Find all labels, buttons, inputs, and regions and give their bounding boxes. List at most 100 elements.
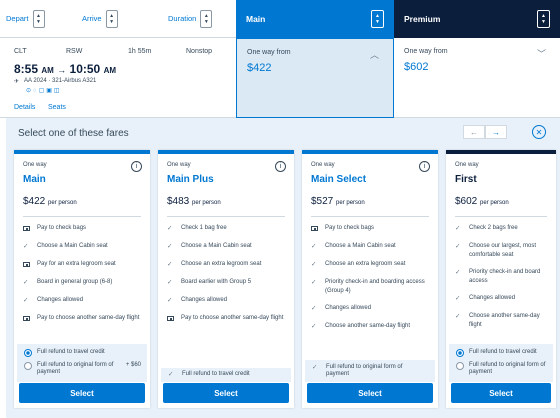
main-fare-box[interactable]: One way from $422 ︿ (236, 38, 394, 118)
main-fare-label: One way from (247, 49, 291, 56)
refund-option-credit[interactable]: Full refund to travel credit (24, 349, 105, 357)
flight-summary: CLT RSW 1h 55m Nonstop (0, 38, 236, 118)
flight-times: 8:55 AM → 10:50 AM (14, 62, 116, 76)
sort-duration[interactable]: Duration ▲ ▼ (168, 9, 213, 28)
refund-note: ✓ Full refund to travel credit (168, 371, 250, 378)
card-oneway: One way (311, 162, 335, 168)
feature-item: Pay to check bags (23, 224, 144, 233)
radio-selected-icon[interactable] (24, 349, 32, 357)
bag-box-icon (311, 226, 318, 231)
feature-item: ✓ Choose an extra legroom seat (311, 261, 406, 268)
card-name: Main Plus (167, 174, 214, 185)
check-icon: ✓ (311, 305, 317, 312)
cabin-header-main[interactable]: Main ▲ ▼ (236, 0, 394, 38)
premium-fare-box[interactable]: One way from $602 ﹀ (394, 38, 560, 118)
depart-time: 8:55 (14, 62, 39, 76)
refund-options: Full refund to travel credit Full refund… (17, 344, 147, 382)
check-icon: ✓ (311, 323, 317, 330)
fare-card-main: One way i Main $422 per person Pay to ch… (14, 150, 150, 408)
check-icon: ✓ (311, 261, 317, 268)
cabin-header-premium[interactable]: Premium ▲ ▼ (394, 0, 560, 38)
sort-depart-label: Depart (6, 14, 29, 23)
info-icon[interactable]: i (419, 161, 430, 172)
sort-arrive-label: Arrive (82, 14, 102, 23)
flight-stops: Nonstop (186, 48, 213, 55)
main-fare-price: $422 (247, 62, 272, 74)
refund-options: Full refund to travel credit Full refund… (449, 344, 553, 382)
sort-arrows-icon[interactable]: ▲ ▼ (200, 9, 213, 28)
radio-icon[interactable] (24, 362, 32, 370)
info-icon[interactable]: i (131, 161, 142, 172)
arrow-right-icon: → (57, 65, 67, 75)
chevron-up-icon[interactable]: ︿ (369, 50, 379, 60)
divider (23, 216, 141, 217)
chevron-down-icon[interactable]: ﹀ (536, 49, 546, 59)
cabin-premium-label: Premium (404, 14, 441, 24)
check-icon: ✓ (312, 364, 318, 371)
select-button[interactable]: Select (163, 383, 289, 403)
origin-code: CLT (14, 48, 27, 55)
sort-arrows-icon[interactable]: ▲ ▼ (537, 10, 550, 28)
refund-option-credit[interactable]: Full refund to travel credit (456, 349, 537, 357)
divider (455, 216, 547, 217)
check-icon: ✓ (23, 297, 29, 304)
flight-info: AA 2024 · 321-Airbus A321 (24, 78, 97, 84)
fare-card-main-select: One way i Main Select $527 per person Pa… (302, 150, 438, 408)
sort-arrive[interactable]: Arrive ▲ ▼ (82, 9, 158, 28)
prev-arrow-icon[interactable]: ← (463, 125, 485, 139)
check-icon: ✓ (168, 371, 174, 378)
feature-item: ✓ Choose an extra legroom seat (167, 261, 262, 268)
premium-fare-label: One way from (404, 48, 448, 55)
refund-option-original[interactable]: Full refund to original form of payment (24, 362, 114, 376)
feature-item: ✓ Check 2 bags free (455, 225, 518, 232)
check-icon: ✓ (311, 243, 317, 250)
card-name: First (455, 174, 477, 185)
bag-box-icon (23, 262, 30, 267)
info-icon[interactable]: i (275, 161, 286, 172)
sort-depart[interactable]: Depart ▲ ▼ (6, 9, 78, 28)
check-icon: ✓ (167, 279, 173, 286)
card-oneway: One way (23, 162, 47, 168)
flight-duration: 1h 55m (128, 48, 152, 55)
seats-link[interactable]: Seats (48, 104, 66, 111)
next-arrow-icon[interactable]: → (485, 125, 507, 139)
feature-item: Pay to choose another same-day flight (23, 314, 144, 323)
refund-options: ✓ Full refund to travel credit (161, 368, 291, 382)
refund-options: ✓ Full refund to original form of payment (305, 360, 435, 382)
card-price: $422 per person (23, 196, 77, 207)
sort-arrows-icon[interactable]: ▲ ▼ (32, 9, 45, 28)
card-price: $483 per person (167, 196, 221, 207)
check-icon: ✓ (455, 225, 461, 232)
check-icon: ✓ (23, 243, 29, 250)
close-icon[interactable]: ✕ (532, 125, 546, 139)
arrive-time: 10:50 (69, 62, 101, 76)
feature-item: ✓ Check 1 bag free (167, 225, 227, 232)
check-icon: ✓ (23, 279, 29, 286)
card-oneway: One way (455, 162, 479, 168)
card-name: Main (23, 174, 46, 185)
select-button[interactable]: Select (19, 383, 145, 403)
feature-item: ✓ Choose our largest, most comfortable se… (455, 243, 537, 258)
sort-bar: Depart ▲ ▼ Arrive ▲ ▼ Duration ▲ ▼ (0, 0, 236, 38)
feature-item: ✓ Choose a Main Cabin seat (167, 243, 252, 250)
depart-ampm: AM (41, 66, 54, 75)
feature-item: ✓ Board in general group (6-8) (23, 279, 113, 286)
radio-icon[interactable] (456, 362, 464, 370)
refund-option-original[interactable]: Full refund to original form of payment (456, 362, 546, 376)
select-button[interactable]: Select (307, 383, 433, 403)
details-link[interactable]: Details (14, 104, 36, 111)
bag-box-icon (167, 316, 174, 321)
check-icon: ✓ (167, 243, 173, 250)
card-price: $527 per person (311, 196, 365, 207)
feature-item: ✓ Choose another same-day flight (455, 313, 540, 328)
sort-arrows-icon[interactable]: ▲ ▼ (371, 10, 384, 28)
feature-item: ✓ Choose a Main Cabin seat (311, 243, 396, 250)
arrive-ampm: AM (103, 66, 117, 75)
select-button[interactable]: Select (451, 383, 551, 403)
feature-item: ✓ Choose a Main Cabin seat (23, 243, 108, 250)
check-icon: ✓ (167, 225, 173, 232)
check-icon: ✓ (455, 243, 461, 250)
radio-selected-icon[interactable] (456, 349, 464, 357)
sort-arrows-icon[interactable]: ▲ ▼ (105, 9, 118, 28)
card-oneway: One way (167, 162, 191, 168)
